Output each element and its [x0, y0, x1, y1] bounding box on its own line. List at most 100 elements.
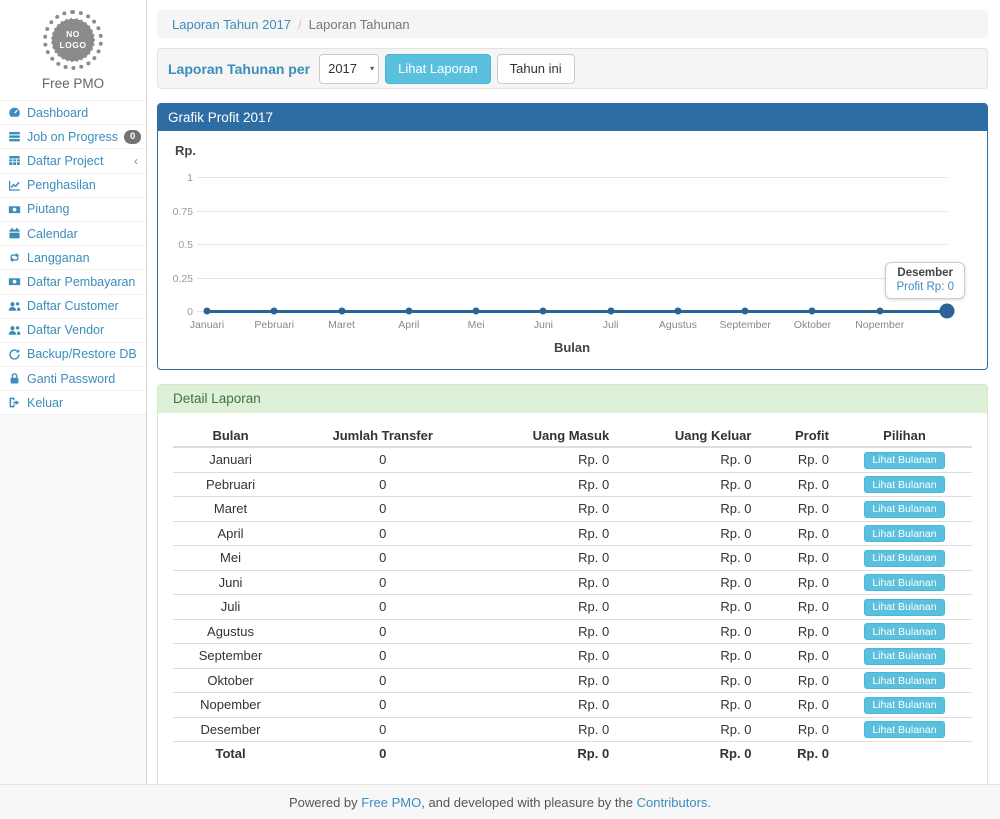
- cell-uang-keluar: Rp. 0: [617, 594, 760, 619]
- chart-panel-title: Grafik Profit 2017: [158, 104, 987, 131]
- lihat-bulanan-button[interactable]: Lihat Bulanan: [864, 647, 945, 665]
- app-logo: NO LOGO: [43, 10, 103, 70]
- data-point-juni[interactable]: [539, 307, 547, 315]
- breadcrumb-link-laporan-tahun[interactable]: Laporan Tahun 2017: [172, 16, 292, 32]
- x-axis-title: Bulan: [553, 340, 591, 355]
- profit-line-series: [207, 309, 947, 313]
- cell-jumlah-transfer: 0: [288, 496, 478, 521]
- report-table: Bulan Jumlah Transfer Uang Masuk Uang Ke…: [173, 425, 972, 766]
- data-point-september[interactable]: [741, 307, 749, 315]
- lihat-bulanan-button[interactable]: Lihat Bulanan: [864, 451, 945, 469]
- chart-tooltip: Desember Profit Rp: 0: [885, 262, 965, 299]
- data-point-agustus[interactable]: [674, 307, 682, 315]
- data-point-nopember[interactable]: [876, 307, 884, 315]
- page-footer: Powered by Free PMO, and developed with …: [0, 784, 1000, 819]
- cell-jumlah-transfer: 0: [288, 716, 478, 742]
- lihat-bulanan-button[interactable]: Lihat Bulanan: [864, 549, 945, 567]
- lihat-bulanan-button[interactable]: Lihat Bulanan: [864, 721, 945, 738]
- logo-text-line1: NO: [66, 29, 80, 40]
- sidebar-item-label: Langganan: [27, 250, 90, 265]
- year-select[interactable]: 2017: [319, 53, 380, 84]
- cell-uang-keluar: Rp. 0: [617, 618, 760, 644]
- sidebar-menu: Dashboard Job on Progress 0 Daftar Proje…: [0, 100, 146, 416]
- sidebar-item-ganti-password[interactable]: Ganti Password: [0, 367, 146, 392]
- table-row: April 0 Rp. 0 Rp. 0 Rp. 0 Lihat Bulanan: [173, 520, 972, 546]
- gridline: 1: [187, 172, 947, 184]
- cell-jumlah-transfer: 0: [288, 520, 478, 546]
- cell-jumlah-transfer: 0: [288, 446, 478, 472]
- cell-uang-keluar: Rp. 0: [617, 569, 760, 595]
- table-row: Mei 0 Rp. 0 Rp. 0 Rp. 0 Lihat Bulanan: [173, 545, 972, 570]
- data-point-mei[interactable]: [472, 307, 480, 315]
- cell-uang-keluar: Rp. 0: [617, 667, 760, 693]
- sidebar-item-label: Ganti Password: [27, 371, 116, 386]
- sidebar-item-penghasilan[interactable]: Penghasilan: [0, 174, 146, 198]
- x-tick: Januari: [189, 319, 225, 331]
- cell-bulan: Desember: [173, 716, 289, 742]
- y-tick: 0.5: [178, 239, 193, 251]
- data-point-maret[interactable]: [338, 307, 346, 315]
- cell-profit: Rp. 0: [759, 496, 837, 521]
- col-bulan: Bulan: [173, 425, 289, 448]
- data-point-oktober[interactable]: [808, 307, 816, 315]
- footer-prefix: Powered by: [288, 794, 362, 810]
- lihat-bulanan-button[interactable]: Lihat Bulanan: [864, 598, 945, 616]
- lihat-bulanan-button[interactable]: Lihat Bulanan: [864, 500, 945, 518]
- data-point-pebruari[interactable]: [270, 307, 278, 315]
- sidebar-item-daftar-pembayaran[interactable]: Daftar Pembayaran: [0, 270, 146, 295]
- sidebar-item-job-on-progress[interactable]: Job on Progress 0: [0, 125, 146, 150]
- sidebar-item-daftar-project[interactable]: Daftar Project ‹: [0, 149, 146, 174]
- cell-profit: Rp. 0: [759, 520, 837, 546]
- detail-panel-title: Detail Laporan: [158, 385, 987, 413]
- lihat-bulanan-button[interactable]: Lihat Bulanan: [864, 476, 945, 493]
- sidebar-item-label: Daftar Vendor: [27, 323, 105, 338]
- data-point-januari[interactable]: [203, 307, 211, 315]
- sidebar-item-piutang[interactable]: Piutang: [0, 198, 146, 222]
- cell-profit: Rp. 0: [759, 716, 837, 742]
- cell-uang-keluar: Rp. 0: [617, 545, 760, 570]
- cell-uang-masuk: Rp. 0: [477, 471, 618, 497]
- x-tick: Juni: [533, 319, 553, 331]
- report-filter-bar: Laporan Tahunan per 2017 ▾ Lihat Laporan…: [157, 48, 988, 89]
- lihat-bulanan-button[interactable]: Lihat Bulanan: [864, 672, 945, 689]
- sidebar-item-dashboard[interactable]: Dashboard: [0, 101, 146, 126]
- main-content: Laporan Tahun 2017 / Laporan Tahunan Lap…: [147, 0, 1000, 791]
- cell-profit: Rp. 0: [759, 692, 837, 717]
- data-point-juli[interactable]: [607, 307, 615, 315]
- x-tick: Agustus: [658, 319, 697, 331]
- sidebar-item-langganan[interactable]: Langganan: [0, 246, 146, 271]
- cell-uang-keluar: Rp. 0: [617, 692, 760, 717]
- data-point-desember[interactable]: [939, 303, 955, 319]
- sidebar-item-calendar[interactable]: Calendar: [0, 222, 146, 247]
- cell-uang-masuk: Rp. 0: [477, 692, 618, 717]
- lihat-laporan-button[interactable]: Lihat Laporan: [385, 53, 491, 84]
- lihat-bulanan-button[interactable]: Lihat Bulanan: [864, 525, 945, 542]
- table-row: Juni 0 Rp. 0 Rp. 0 Rp. 0 Lihat Bulanan: [173, 569, 972, 595]
- detail-panel-body: Bulan Jumlah Transfer Uang Masuk Uang Ke…: [158, 413, 987, 790]
- cell-uang-masuk: Rp. 0: [477, 569, 618, 595]
- lihat-bulanan-button[interactable]: Lihat Bulanan: [864, 623, 945, 640]
- cell-bulan: Oktober: [173, 667, 289, 693]
- cell-bulan: Juli: [173, 594, 289, 619]
- cell-uang-masuk: Rp. 0: [477, 716, 618, 742]
- cell-bulan: Pebruari: [173, 471, 289, 497]
- footer-contributors-link[interactable]: Contributors.: [636, 794, 712, 810]
- y-tick: 0.75: [172, 205, 193, 218]
- money-icon: [8, 275, 21, 288]
- lihat-bulanan-button[interactable]: Lihat Bulanan: [864, 696, 945, 714]
- sidebar-item-label: Calendar: [27, 226, 78, 241]
- sidebar-item-backup-restore-db[interactable]: Backup/Restore DB: [0, 343, 146, 368]
- cell-uang-masuk: Rp. 0: [477, 667, 618, 693]
- job-count-badge: 0: [124, 130, 142, 144]
- lihat-bulanan-button[interactable]: Lihat Bulanan: [864, 574, 945, 591]
- cell-uang-masuk: Rp. 0: [477, 545, 618, 570]
- sidebar-item-daftar-customer[interactable]: Daftar Customer: [0, 295, 146, 319]
- cell-total-uang-masuk: Rp. 0: [477, 741, 618, 766]
- brand-name: Free PMO: [41, 76, 105, 91]
- sidebar-item-keluar[interactable]: Keluar: [0, 391, 146, 416]
- sidebar-item-daftar-vendor[interactable]: Daftar Vendor: [0, 319, 146, 343]
- tooltip-title: Desember: [897, 267, 954, 279]
- tahun-ini-button[interactable]: Tahun ini: [496, 53, 575, 84]
- footer-brand-link[interactable]: Free PMO: [361, 794, 422, 810]
- data-point-april[interactable]: [405, 307, 413, 315]
